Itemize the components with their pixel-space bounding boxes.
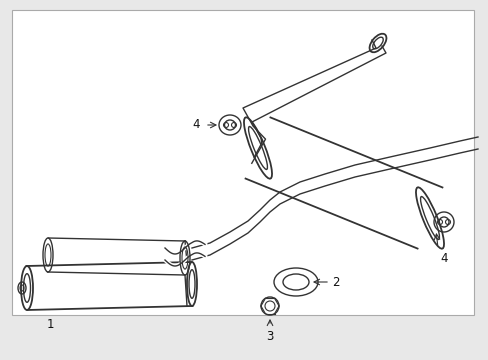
FancyBboxPatch shape — [12, 10, 473, 315]
Text: 4: 4 — [439, 252, 447, 265]
Text: 4: 4 — [192, 118, 200, 131]
Text: 1: 1 — [46, 318, 54, 331]
Text: 2: 2 — [331, 275, 339, 288]
Text: 3: 3 — [266, 330, 273, 343]
